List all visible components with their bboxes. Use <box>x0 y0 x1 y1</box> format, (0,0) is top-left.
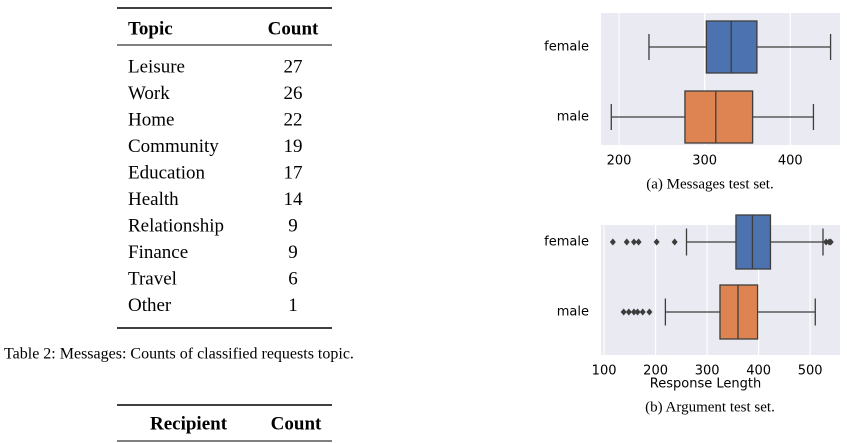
table-cell: 14 <box>284 189 304 210</box>
y-tick-label: female <box>544 235 589 250</box>
flier <box>620 308 627 316</box>
table-header: Recipient <box>150 413 228 434</box>
table-cell: Education <box>128 162 206 183</box>
table-cell: Community <box>128 136 219 157</box>
flier <box>646 308 653 316</box>
x-axis-label: Response Length <box>650 377 761 392</box>
x-tick-label: 400 <box>746 364 771 379</box>
x-tick-label: 500 <box>798 364 823 379</box>
box <box>719 284 759 340</box>
flier <box>634 308 641 316</box>
y-tick-label: male <box>557 110 589 125</box>
box <box>735 214 772 270</box>
table-cell: Home <box>128 109 174 130</box>
table-header: Count <box>268 18 319 39</box>
table-cell: 9 <box>288 242 298 263</box>
table-cell: Leisure <box>128 56 185 77</box>
table-cell: 19 <box>284 136 303 157</box>
table-cell: Work <box>128 83 170 104</box>
flier <box>635 238 642 246</box>
table-caption: Table 2: Messages: Counts of classified … <box>4 346 354 363</box>
flier <box>827 238 834 246</box>
flier <box>653 238 660 246</box>
table-header: Topic <box>128 18 173 39</box>
flier <box>609 238 616 246</box>
y-tick-label: male <box>557 305 589 320</box>
table-cell: Health <box>128 189 179 210</box>
x-tick-label: 100 <box>592 364 617 379</box>
table-cell: 22 <box>284 109 303 130</box>
x-tick-label: 200 <box>607 154 632 169</box>
flier <box>625 308 632 316</box>
flier <box>823 238 830 246</box>
table-cell: 9 <box>288 215 298 236</box>
y-tick-label: female <box>544 40 589 55</box>
figure-caption: (b) Argument test set. <box>645 399 775 415</box>
table-cell: Travel <box>128 268 177 289</box>
box <box>684 90 754 144</box>
flier <box>630 308 637 316</box>
table-cell: 6 <box>288 268 298 289</box>
table-cell: Relationship <box>128 215 224 236</box>
table-cell: Finance <box>128 242 188 263</box>
flier <box>671 238 678 246</box>
table-cell: 26 <box>284 83 303 104</box>
flier <box>639 308 646 316</box>
flier <box>630 238 637 246</box>
x-tick-label: 200 <box>643 364 668 379</box>
table-cell: 17 <box>284 162 303 183</box>
table-cell: Other <box>128 295 172 316</box>
table-cell: 27 <box>284 56 303 77</box>
flier <box>623 238 630 246</box>
figure-caption: (a) Messages test set. <box>646 176 773 192</box>
table-cell: 1 <box>288 295 298 316</box>
x-tick-label: 300 <box>692 154 717 169</box>
x-tick-label: 300 <box>695 364 720 379</box>
table-header: Count <box>271 413 322 434</box>
x-tick-label: 400 <box>778 154 803 169</box>
